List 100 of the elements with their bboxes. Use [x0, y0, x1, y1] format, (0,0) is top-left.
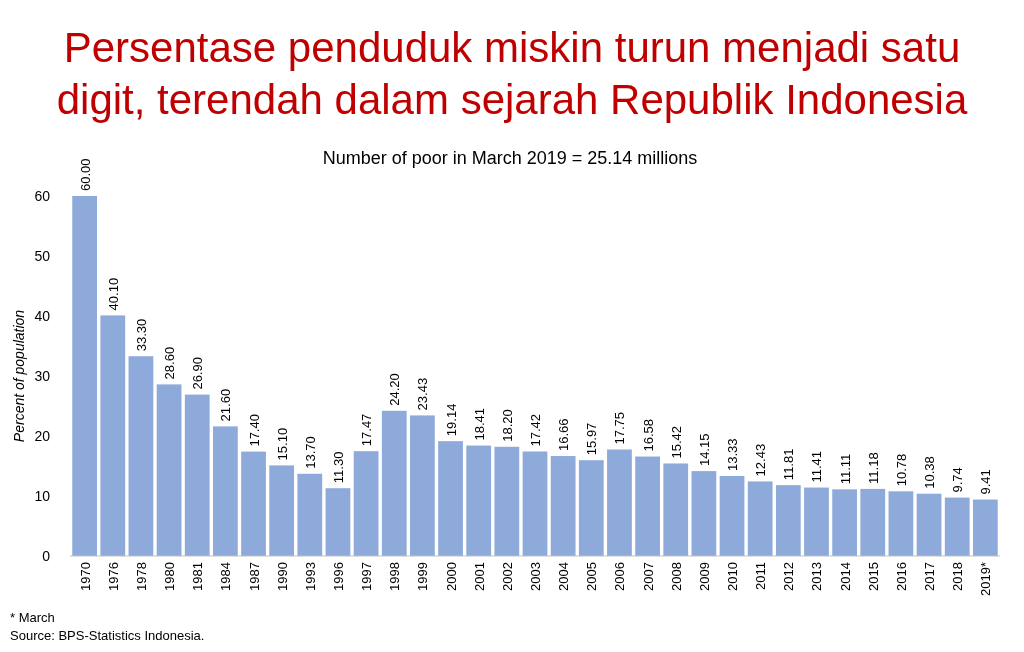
data-label: 9.41 [978, 469, 994, 495]
bar [944, 497, 970, 556]
bar [578, 460, 604, 556]
x-tick-label: 1993 [302, 562, 318, 591]
data-label: 12.43 [753, 443, 769, 477]
x-tick-label: 2007 [640, 562, 656, 591]
data-label: 11.18 [865, 452, 881, 484]
bar [607, 449, 632, 556]
x-tick-label: 2005 [584, 562, 600, 591]
x-tick-label: 2016 [893, 562, 909, 591]
bar [804, 487, 829, 556]
x-tick-label: 2001 [471, 562, 487, 591]
x-tick-label: 1978 [133, 562, 149, 591]
data-label: 60.00 [77, 158, 93, 191]
bar [438, 441, 463, 556]
data-label: 10.78 [893, 453, 909, 487]
x-tick-label: 2017 [922, 562, 938, 591]
x-tick-label: 2010 [725, 562, 741, 591]
data-label: 18.20 [499, 409, 515, 442]
bar [747, 481, 773, 556]
data-label: 17.40 [246, 414, 262, 447]
x-tick-label: 1997 [359, 562, 375, 591]
data-label: 15.42 [668, 425, 684, 459]
bar [494, 446, 520, 556]
data-label: 18.41 [471, 407, 487, 441]
source-note: Source: BPS-Statistics Indonesia. [10, 628, 205, 643]
data-label: 40.10 [105, 277, 121, 311]
data-label: 33.30 [133, 318, 149, 352]
x-tick-label: 2003 [528, 562, 543, 591]
x-tick-label: 2015 [865, 562, 881, 591]
bar [410, 415, 435, 556]
y-tick-label: 50 [34, 248, 51, 264]
text: * March [10, 610, 55, 625]
x-tick-label: 2009 [696, 562, 712, 591]
bar [663, 463, 689, 556]
data-label: 13.33 [725, 438, 741, 472]
bar [353, 451, 379, 556]
bar [860, 488, 886, 556]
y-tick-label: 10 [34, 488, 51, 504]
x-tick-label: 1996 [330, 562, 346, 591]
bar [832, 489, 858, 556]
x-tick-label: 2002 [499, 562, 515, 591]
data-label: 9.74 [950, 467, 966, 493]
bar [466, 445, 492, 556]
x-tick-label: 1987 [246, 562, 262, 591]
data-label: 23.43 [415, 377, 431, 411]
data-label: 21.60 [218, 388, 234, 422]
y-tick-label: 0 [42, 548, 51, 564]
data-label: 15.10 [274, 427, 290, 461]
data-label: 26.90 [190, 357, 206, 390]
bar [241, 451, 266, 556]
bar [269, 465, 295, 556]
chart-title: Persentase penduduk miskin turun menjadi satu digit, terendah dalam sejarah Republik Indonesia [56, 24, 968, 123]
bar [128, 356, 154, 556]
bar [691, 471, 717, 556]
data-label: 14.15 [696, 433, 712, 467]
x-tick-label: 2000 [443, 562, 459, 591]
bar [100, 315, 126, 556]
x-tick-label: 2018 [950, 562, 966, 591]
data-label: 16.66 [556, 418, 572, 452]
y-tick-label: 40 [34, 308, 51, 324]
x-tick-label: 1998 [387, 562, 403, 591]
bar [719, 476, 745, 556]
data-label: 17.75 [612, 411, 628, 445]
chart-subtitle: Number of poor in March 2019 = 25.14 millions [322, 148, 698, 168]
bar [72, 196, 98, 556]
bar [212, 426, 238, 556]
bar [888, 491, 914, 556]
data-label: 13.70 [302, 436, 318, 469]
data-label: 11.30 [330, 451, 346, 484]
data-label: 16.58 [640, 418, 656, 452]
y-axis-title: Percent of population [11, 309, 27, 443]
data-label: 24.20 [387, 373, 403, 406]
data-label: 10.38 [922, 456, 938, 489]
x-tick-label: 2019* [978, 562, 994, 596]
x-tick-label: 1984 [218, 562, 234, 591]
bar [325, 488, 351, 556]
data-label: 15.97 [584, 422, 600, 456]
x-tick-label: 2004 [556, 562, 572, 591]
x-tick-label: 2006 [612, 562, 628, 591]
data-label: 17.47 [359, 413, 375, 447]
x-tick-label: 1970 [77, 562, 93, 591]
x-tick-label: 1990 [274, 562, 290, 591]
data-label: 17.42 [528, 413, 543, 447]
data-label: 28.60 [162, 346, 178, 380]
x-tick-label: 1980 [162, 562, 178, 591]
y-tick-label: 20 [34, 428, 51, 444]
x-tick-label: 2011 [753, 562, 769, 590]
y-tick-label: 60 [34, 188, 51, 204]
data-label: 11.41 [809, 450, 825, 483]
x-tick-label: 2008 [668, 562, 684, 591]
x-tick-label: 1999 [415, 562, 431, 591]
x-tick-label: 1976 [105, 562, 121, 591]
bar [381, 410, 407, 556]
bar [184, 394, 210, 556]
bar [775, 485, 801, 556]
bar [297, 473, 323, 556]
bar [550, 456, 576, 556]
x-tick-label: 2012 [781, 562, 797, 591]
data-label: 19.14 [443, 403, 459, 437]
